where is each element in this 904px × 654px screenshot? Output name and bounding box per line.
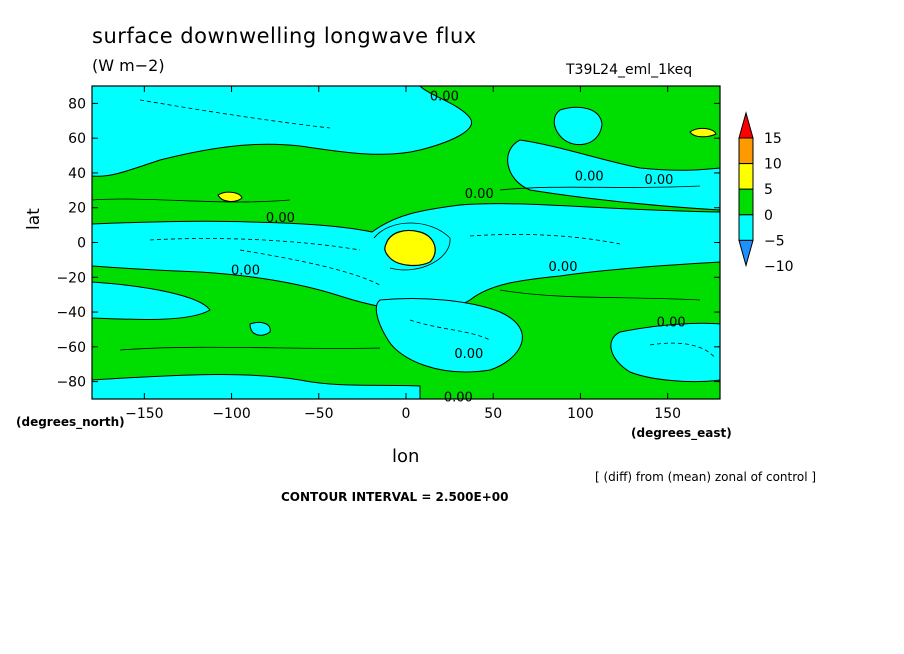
x-tick-label: −50 bbox=[304, 406, 334, 422]
contour-label: 0.00 bbox=[644, 173, 673, 188]
x-axis-label: lon bbox=[392, 446, 420, 467]
contour-label: 0.00 bbox=[454, 347, 483, 362]
colorbar-segment bbox=[738, 214, 754, 241]
x-tick-label: 50 bbox=[484, 406, 502, 422]
contour-label: 0.00 bbox=[430, 89, 459, 104]
contour-label: 0.00 bbox=[266, 211, 295, 226]
contour-label: 0.00 bbox=[549, 260, 578, 275]
region-negative-arctic-east bbox=[553, 106, 603, 146]
colorbar-label: 0 bbox=[764, 208, 773, 224]
solid-contour-5 bbox=[119, 346, 381, 351]
colorbar-label: −10 bbox=[764, 259, 794, 275]
x-tick-label: −150 bbox=[125, 406, 163, 422]
dashed-contour-5 bbox=[649, 342, 716, 359]
y-axis-units: (degrees_north) bbox=[16, 415, 125, 429]
contour-label: 0.00 bbox=[465, 187, 494, 202]
region-high-central bbox=[384, 229, 436, 267]
y-tick-label: −80 bbox=[56, 375, 86, 391]
x-axis-units: (degrees_east) bbox=[631, 426, 732, 440]
colorbar-segment bbox=[738, 188, 754, 216]
y-tick-label: −60 bbox=[56, 340, 86, 356]
region-negative-north bbox=[92, 86, 473, 177]
region-high-northwest bbox=[217, 191, 243, 202]
footnote: [ (diff) from (mean) zonal of control ] bbox=[595, 470, 817, 484]
y-tick-label: 0 bbox=[77, 236, 86, 252]
colorbar-segment bbox=[738, 137, 754, 165]
x-tick-label: 0 bbox=[402, 406, 411, 422]
solid-contour-3 bbox=[499, 185, 701, 191]
region-negative-antarctic-east bbox=[610, 322, 720, 383]
region-negative-antarctic bbox=[92, 374, 421, 399]
region-negative-south-small bbox=[249, 321, 271, 336]
y-tick-label: 20 bbox=[68, 201, 86, 217]
dashed-contour-1 bbox=[149, 238, 361, 251]
dashed-contour-6 bbox=[409, 319, 491, 341]
colorbar-segment bbox=[738, 163, 754, 190]
x-tick-label: 150 bbox=[654, 406, 681, 422]
y-tick-label: 80 bbox=[68, 96, 86, 112]
colorbar-label: 10 bbox=[764, 157, 782, 173]
chart-title: surface downwelling longwave flux bbox=[92, 24, 477, 48]
region-negative-southwest bbox=[92, 281, 211, 320]
contour-label: 0.00 bbox=[657, 315, 686, 330]
y-tick-label: −40 bbox=[56, 305, 86, 321]
region-high-arctic bbox=[689, 127, 717, 138]
contour-interval: CONTOUR INTERVAL = 2.500E+00 bbox=[281, 490, 509, 504]
contour-label: 0.00 bbox=[575, 169, 604, 184]
contour-label: 0.00 bbox=[231, 263, 260, 278]
colorbar-label: 5 bbox=[764, 182, 773, 198]
y-tick-label: 40 bbox=[68, 166, 86, 182]
solid-contour-4 bbox=[499, 289, 701, 301]
solid-contour-2 bbox=[92, 198, 291, 203]
x-tick-label: −100 bbox=[212, 406, 250, 422]
chart-units: (W m−2) bbox=[92, 56, 165, 75]
region-negative-south bbox=[375, 298, 523, 373]
contour-label: 0.00 bbox=[444, 390, 473, 405]
solid-contour-1 bbox=[373, 222, 451, 271]
x-tick-label: 100 bbox=[567, 406, 594, 422]
y-tick-label: 60 bbox=[68, 131, 86, 147]
dashed-contour-4 bbox=[139, 99, 331, 129]
y-tick-label: −20 bbox=[56, 270, 86, 286]
dashed-contour-3 bbox=[469, 234, 621, 245]
colorbar-label: −5 bbox=[764, 233, 785, 249]
colorbar-arrow-top bbox=[738, 111, 754, 139]
colorbar-arrow-bottom bbox=[738, 239, 754, 268]
run-label: T39L24_eml_1keq bbox=[566, 62, 693, 78]
colorbar-label: 15 bbox=[764, 131, 782, 147]
